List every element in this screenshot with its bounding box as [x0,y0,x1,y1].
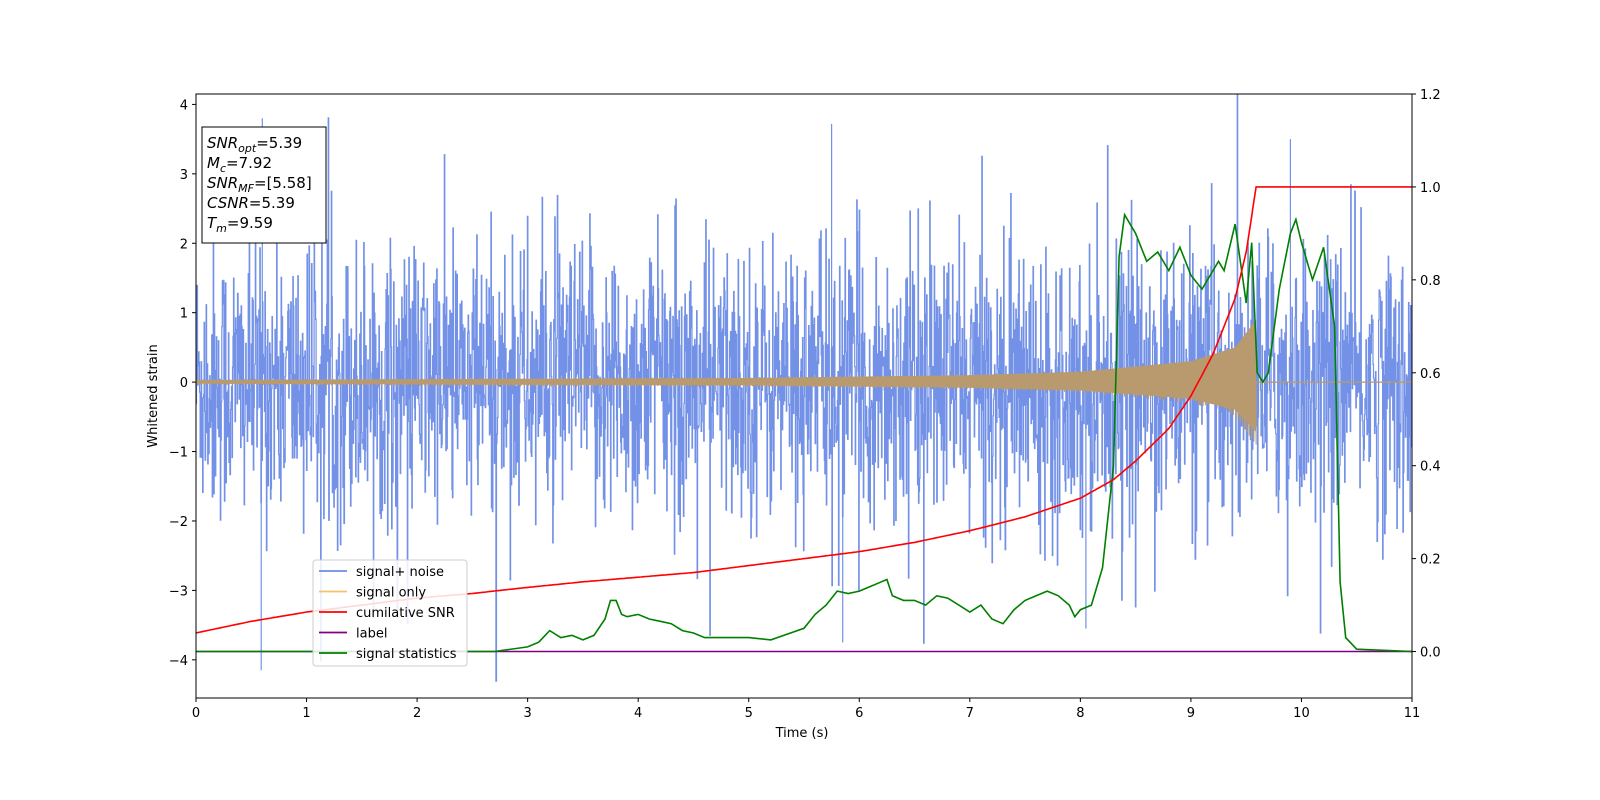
legend-entry: label [356,627,387,642]
x-tick-label: 1 [302,706,310,721]
y2-tick-label: 0.0 [1420,646,1441,661]
x-tick-label: 9 [1187,706,1195,721]
y2-tick-label: 1.2 [1420,88,1441,103]
signal-only-series [196,319,1412,445]
y2-tick-label: 0.8 [1420,274,1441,289]
y-tick-label: 0 [180,376,188,391]
y-tick-label: 4 [180,98,188,113]
y-tick-label: 2 [180,237,188,252]
y2-tick-label: 1.0 [1420,181,1441,196]
y-axis-left: 4 3 2 1 0 −1 −2 −3 −4 [169,98,196,669]
signal-noise-series [196,94,1412,682]
x-tick-label: 3 [523,706,531,721]
y2-tick-label: 0.6 [1420,367,1441,382]
y-axis-label: Whitened strain [146,344,161,447]
signal-noise-line [196,94,1412,682]
x-tick-label: 6 [855,706,863,721]
x-tick-label: 11 [1404,706,1421,721]
legend-entry: signal+ noise [356,565,444,580]
x-tick-label: 10 [1293,706,1310,721]
y-tick-label: −3 [169,584,188,599]
annotation-line: SNRMF=[5.58] [207,174,312,195]
x-tick-label: 5 [745,706,753,721]
x-tick-label: 2 [413,706,421,721]
x-tick-label: 7 [966,706,974,721]
annotation-line: Tm=9.59 [207,214,273,235]
x-axis: 0 1 2 3 4 5 6 7 8 9 10 11 [192,698,1420,721]
y-axis-right: 1.2 1.0 0.8 0.6 0.4 0.2 0.0 [1412,88,1441,661]
y2-tick-label: 0.2 [1420,553,1441,568]
x-tick-label: 0 [192,706,200,721]
legend-entry: cumilative SNR [356,606,455,621]
legend-entry: signal statistics [356,647,457,662]
signal-only-line [196,350,1412,445]
x-tick-label: 4 [634,706,642,721]
legend: signal+ noise signal only cumilative SNR la… [312,559,468,667]
x-tick-label: 8 [1076,706,1084,721]
y-tick-label: −4 [169,654,188,669]
y2-tick-label: 0.4 [1420,460,1441,475]
plot-frame [195,93,1413,699]
x-axis-label: Time (s) [775,726,829,741]
annotation-line: SNRopt=5.39 [207,134,302,155]
y-tick-label: −1 [169,446,188,461]
y-tick-label: 3 [180,168,188,183]
annotation-line: Mc=7.92 [207,154,272,175]
signal-statistics-line [196,212,1412,653]
legend-entry: signal only [356,586,426,601]
y-tick-label: −2 [169,515,188,530]
y-tick-label: 1 [180,307,188,322]
annotation-line: CSNR=5.39 [207,194,295,212]
signal-only-envelope [196,319,1257,433]
